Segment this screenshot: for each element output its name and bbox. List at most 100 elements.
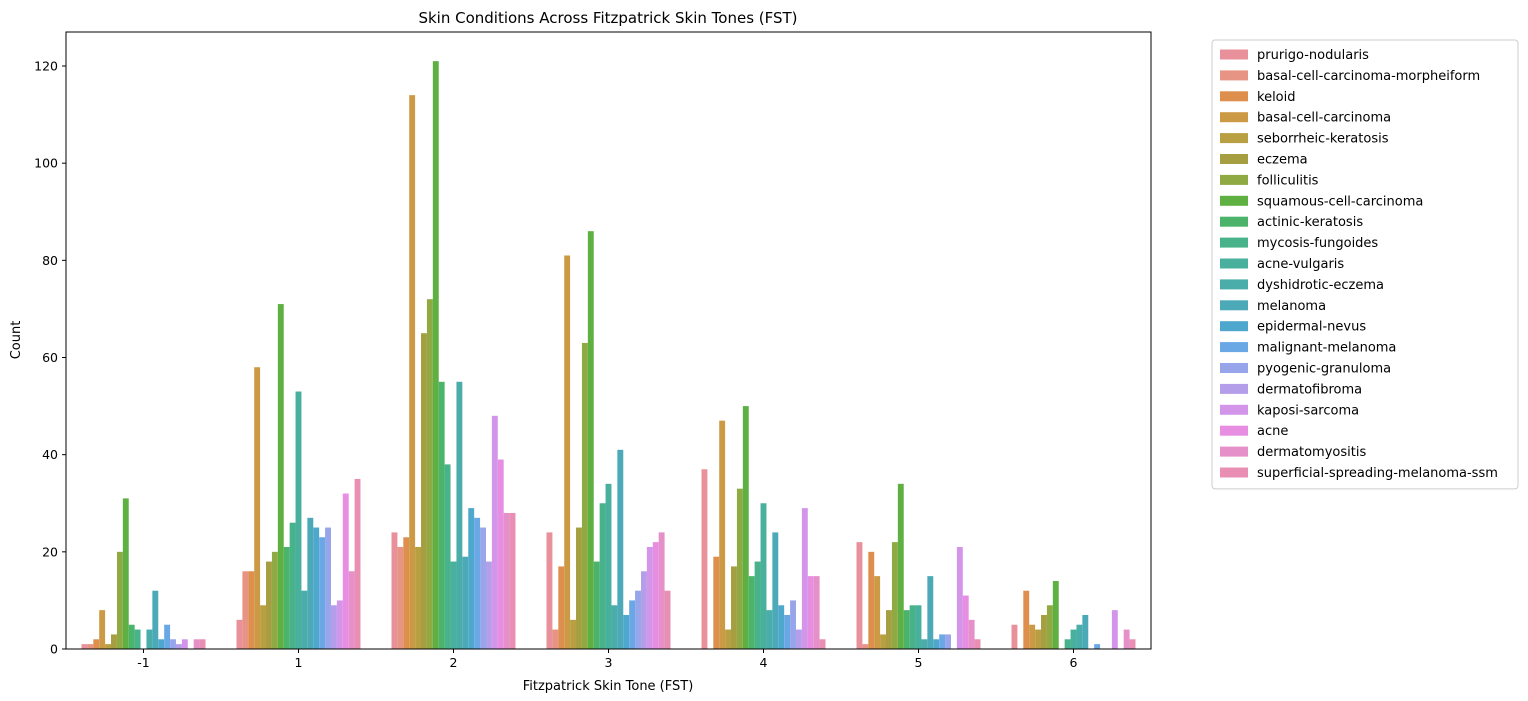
legend-swatch [1220,70,1248,81]
bar-acne-4 [807,576,814,649]
bar-prurigo-nodularis-3 [546,532,553,649]
bar-acne-5 [962,595,969,649]
bar-actinic-keratosis-4 [748,576,755,649]
bar-kaposi-sarcoma--1 [181,639,188,649]
legend-label: dermatomyositis [1257,445,1366,460]
legend-swatch [1220,216,1248,227]
legend-label: melanoma [1257,299,1326,314]
bar-acne-1 [342,493,349,649]
bar-actinic-keratosis-3 [593,561,600,649]
bar-mycosis-fungoides-5 [909,605,916,649]
bar-epidermal-nevus-2 [468,508,475,649]
bar-dermatomyositis-4 [813,576,820,649]
legend-box [1211,39,1519,490]
y-tick-label: 100 [34,156,58,171]
legend-swatch [1220,342,1248,353]
bar-kaposi-sarcoma-1 [336,600,343,649]
bar-pyogenic-granuloma-5 [945,634,951,649]
bar-dermatomyositis-3 [658,532,665,649]
bar-seborrheic-keratosis-1 [260,605,267,649]
bar-folliculitis-2 [426,299,433,649]
bar-actinic-keratosis-2 [438,381,445,649]
bar-kaposi-sarcoma-4 [801,508,808,649]
y-tick-label: 60 [42,350,58,365]
bar-dermatomyositis-2 [503,512,510,649]
bar-acne-vulgaris-6 [1070,629,1077,649]
bar-basal-cell-carcinoma-morpheiform--1 [87,644,94,649]
bar-malignant-melanoma-1 [319,537,326,649]
series-folliculitis [116,299,1053,649]
legend-label: seborrheic-keratosis [1257,132,1389,147]
bar-folliculitis-5 [891,542,898,649]
legend-swatch [1220,174,1248,185]
bar-folliculitis-6 [1046,605,1053,649]
bar-dyshidrotic-eczema-6 [1076,624,1083,649]
legend-label: eczema [1257,153,1308,168]
bar-dyshidrotic-eczema-3 [611,605,618,649]
bar-acne-vulgaris-3 [605,483,612,649]
series-epidermal-nevus [158,508,940,649]
bar-prurigo-nodularis-2 [391,532,398,649]
series-basal-cell-carcinoma [99,95,1036,650]
bar-squamous-cell-carcinoma-1 [277,304,284,649]
y-tick-label: 20 [42,544,58,559]
bar-basal-cell-carcinoma-3 [564,255,571,650]
bar-folliculitis-3 [581,342,588,649]
legend-swatch [1220,446,1248,457]
bar-superficial-spreading-melanoma-ssm-5 [974,639,981,649]
bar-basal-cell-carcinoma-morpheiform-1 [242,571,249,649]
bar-melanoma-2 [462,556,469,649]
bar-melanoma--1 [152,590,159,649]
legend-label: malignant-melanoma [1257,341,1396,356]
bar-prurigo-nodularis-5 [856,542,863,649]
bar-dermatofibroma-3 [640,571,647,649]
bar-acne-vulgaris-4 [760,503,767,649]
bar-folliculitis-4 [736,488,743,649]
legend-swatch [1220,363,1248,373]
legend-swatch [1220,91,1248,102]
bar-malignant-melanoma--1 [164,624,171,649]
series-actinic-keratosis [128,381,910,649]
bar-dyshidrotic-eczema-1 [301,590,308,649]
bar-pyogenic-granuloma--1 [170,639,176,649]
bar-malignant-melanoma-2 [474,517,481,649]
y-tick-label: 40 [42,447,58,462]
legend-label: kaposi-sarcoma [1257,403,1359,418]
bar-pyogenic-granuloma-2 [480,527,486,649]
bar-dermatofibroma-4 [795,629,802,649]
legend-label: acne [1257,424,1288,439]
legend-swatch [1220,237,1248,248]
bar-acne-2 [497,459,504,649]
bar-prurigo-nodularis-1 [236,619,243,649]
series-seborrheic-keratosis [105,546,1042,649]
legend-label: dermatofibroma [1257,382,1362,397]
bar-acne-vulgaris-5 [915,605,922,649]
bar-keloid--1 [93,639,100,649]
bar-actinic-keratosis-5 [903,610,910,649]
bar-epidermal-nevus-5 [933,639,940,649]
x-tick-label: 4 [760,655,768,670]
bar-pyogenic-granuloma-1 [325,527,331,649]
x-tick-label: 5 [915,655,923,670]
bar-superficial-spreading-melanoma-ssm-3 [664,590,671,649]
bar-malignant-melanoma-4 [784,614,791,649]
bar-mycosis-fungoides-3 [599,503,606,649]
bar-superficial-spreading-melanoma-ssm-6 [1129,639,1136,649]
bar-epidermal-nevus-1 [313,527,320,649]
bar-squamous-cell-carcinoma-4 [742,406,749,649]
bar-eczema--1 [111,634,117,649]
legend-swatch [1220,112,1248,123]
legend-swatch [1220,321,1248,332]
legend-swatch [1220,300,1248,311]
series-pyogenic-granuloma [170,527,951,649]
bar-acne-vulgaris-2 [450,561,457,649]
bar-acne-vulgaris-1 [295,391,302,649]
bar-seborrheic-keratosis-5 [880,634,887,649]
bar-seborrheic-keratosis-6 [1035,629,1042,649]
chart-title: Skin Conditions Across Fitzpatrick Skin … [418,9,797,27]
bar-eczema-6 [1041,614,1047,649]
bar-dermatomyositis-1 [348,571,355,649]
y-tick-label: 0 [50,642,58,657]
